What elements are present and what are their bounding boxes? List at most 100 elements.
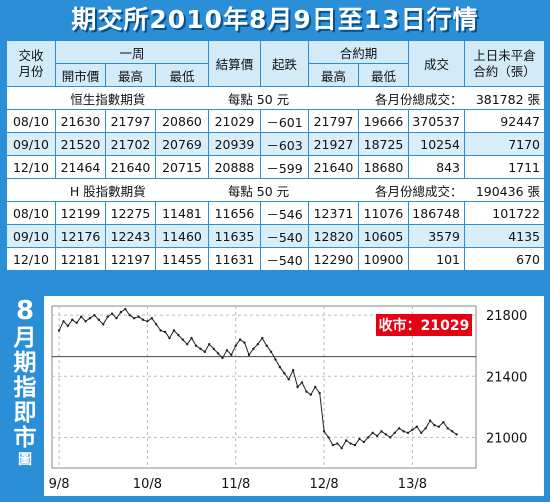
table-cell: 1711 [464, 155, 546, 179]
table-cell: 12/10 [6, 155, 56, 179]
price-point [212, 347, 215, 350]
table-cell: 20860 [155, 109, 209, 133]
price-point [221, 356, 224, 360]
price-point [137, 315, 140, 318]
price-point [243, 341, 246, 344]
table-cell: 20769 [155, 132, 209, 156]
price-point [93, 313, 96, 317]
price-point [322, 430, 326, 433]
price-point [291, 368, 295, 372]
table-cell: 12181 [55, 247, 106, 271]
table-cell: 10254 [408, 132, 466, 156]
header-open: 開市價 [55, 63, 106, 87]
price-point [367, 436, 370, 439]
table-cell: 92447 [464, 109, 546, 133]
table-cell: 101722 [464, 201, 546, 225]
price-point [146, 320, 149, 323]
table-cell: 21630 [55, 109, 106, 133]
price-point [336, 442, 339, 445]
header-contract-period: 合約期 [307, 40, 410, 64]
table-row: 12/10 12181 12197 11455 11631 －540 12290 10900 1… [6, 247, 546, 271]
table-cell: 4135 [464, 224, 546, 248]
header-low: 最低 [155, 63, 209, 87]
table-cell: 12275 [105, 201, 156, 225]
price-point [106, 315, 109, 318]
price-point [57, 329, 61, 332]
price-point [371, 431, 374, 435]
price-point [450, 430, 454, 433]
section-per-point: 每點 50 元 [208, 86, 309, 110]
price-point [115, 317, 118, 320]
section-name: 恒生指數期貨 [6, 86, 209, 110]
price-point [181, 338, 184, 341]
table-cell: 11631 [208, 247, 261, 271]
table-cell: 370537 [408, 109, 466, 133]
price-point [362, 440, 366, 444]
price-point [71, 318, 74, 321]
price-point [203, 350, 207, 354]
price-point [159, 329, 162, 332]
price-point [141, 318, 145, 321]
side-title-char: 圖 [18, 452, 32, 468]
price-point [66, 324, 70, 328]
futures-table: 交收 月份 一周 結算價 起跌 合約期 成交 上日未平倉 合約（張） 開市價 最… [6, 40, 546, 271]
price-point [185, 343, 189, 346]
price-point [247, 353, 251, 357]
price-point [155, 323, 158, 326]
price-point [102, 323, 105, 326]
price-point [455, 433, 458, 436]
chart-panel: 21800 21400 21000 9/8 10/8 11/8 12/8 13/8 收市：210… [6, 296, 544, 496]
price-point [331, 443, 335, 447]
price-point [234, 344, 237, 347]
price-point [393, 431, 396, 435]
section-total-label: 各月份總成交： [308, 86, 465, 110]
price-point [132, 317, 136, 320]
table-cell: 19666 [357, 109, 410, 133]
y-tick-label: 21400 [486, 370, 527, 385]
price-point [402, 430, 405, 433]
header-volume: 成交 [408, 40, 466, 87]
price-point [274, 358, 277, 361]
table-cell: 20715 [155, 155, 209, 179]
x-tick-label: 10/8 [133, 477, 162, 492]
price-point [340, 446, 343, 450]
price-point [415, 425, 419, 428]
header-high: 最高 [105, 63, 156, 87]
price-point [208, 343, 211, 346]
header-change: 起跌 [260, 40, 309, 87]
price-point [269, 350, 273, 354]
table-cell: 09/10 [6, 132, 56, 156]
table-cell: －546 [260, 201, 309, 225]
table-cell: －599 [260, 155, 309, 179]
close-label: 收市：21029 [379, 317, 470, 334]
table-cell: 10605 [357, 224, 410, 248]
price-point [411, 428, 414, 431]
table-cell: 21702 [105, 132, 156, 156]
price-point [216, 352, 220, 355]
table-cell: 12290 [308, 247, 359, 271]
price-point [327, 436, 330, 439]
table-cell: 11481 [155, 201, 209, 225]
price-point [84, 320, 87, 323]
price-point [110, 312, 114, 315]
price-point [128, 313, 131, 317]
price-point [238, 338, 242, 341]
price-point [261, 336, 264, 340]
price-point [75, 321, 78, 325]
price-point [437, 425, 441, 428]
price-point [150, 317, 154, 320]
table-cell: 21797 [105, 109, 156, 133]
price-point [177, 333, 180, 337]
table-cell: －603 [260, 132, 309, 156]
price-point [168, 336, 171, 340]
price-point [442, 420, 445, 424]
table-cell: 08/10 [6, 109, 56, 133]
table-row: 08/10 21630 21797 20860 21029 －601 21797 19666 3… [6, 109, 546, 133]
section-per-point: 每點 50 元 [208, 178, 309, 202]
table-cell: 20888 [208, 155, 261, 179]
table-cell: －601 [260, 109, 309, 133]
x-tick-label: 11/8 [221, 477, 250, 492]
table-row: 08/10 12199 12275 11481 11656 －546 12371 11076 1… [6, 201, 546, 225]
price-point [88, 317, 92, 320]
